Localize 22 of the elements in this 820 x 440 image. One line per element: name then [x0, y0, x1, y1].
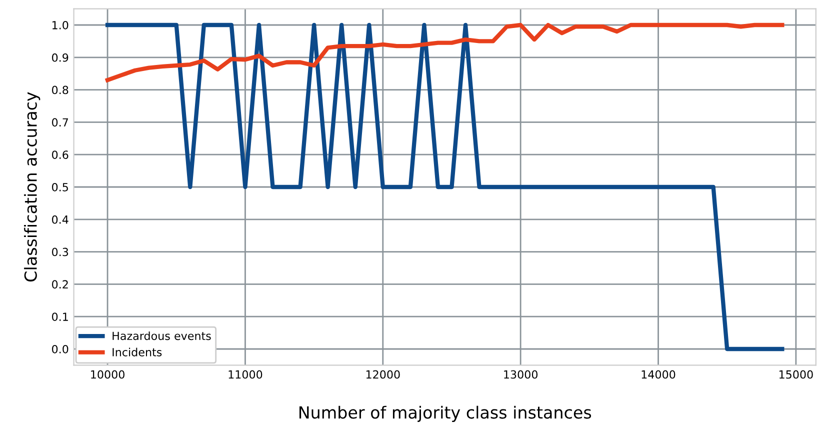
x-tick-label: 12000: [366, 370, 400, 379]
y-tick-label: 0.1: [52, 312, 68, 321]
legend-label: Hazardous events: [112, 331, 211, 340]
y-tick-label: 0.7: [52, 118, 68, 127]
y-tick-label: 1.0: [52, 20, 68, 30]
y-tick-label: 0.5: [52, 182, 68, 192]
x-tick-label: 11000: [228, 370, 262, 379]
x-tick-label: 13000: [504, 370, 538, 379]
line-series: [105, 22, 784, 82]
x-axis-title: Number of majority class instances: [299, 406, 592, 422]
y-tick-label: 0.8: [52, 86, 68, 94]
y-tick-label: 0.9: [52, 53, 68, 62]
y-tick-label: 0.2: [52, 280, 68, 289]
y-tick-label: 0.3: [52, 248, 68, 256]
x-tick-label: 10000: [91, 370, 124, 379]
legend-label: Incidents: [112, 348, 162, 356]
y-tick-label: 0.4: [52, 215, 68, 224]
y-axis-title: Classification accuracy: [24, 92, 40, 282]
x-tick-label: 14000: [642, 370, 676, 379]
y-tick-label: 0.0: [52, 344, 68, 354]
x-tick-label: 15000: [779, 370, 813, 379]
y-tick-label: 0.6: [52, 150, 68, 159]
